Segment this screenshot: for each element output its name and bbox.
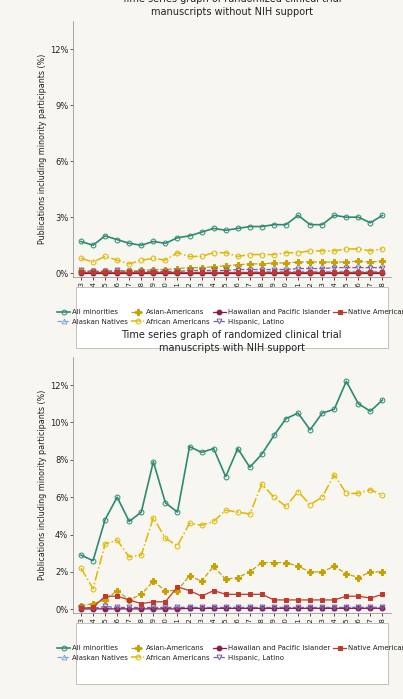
FancyBboxPatch shape bbox=[76, 287, 388, 347]
Y-axis label: Publications including minority participants (%): Publications including minority particip… bbox=[38, 54, 47, 244]
X-axis label: Year of publication: Year of publication bbox=[190, 638, 274, 647]
Title: Time series graph of randomized clinical trial
manuscripts without NIH support: Time series graph of randomized clinical… bbox=[121, 0, 342, 17]
Legend: All minorities, Alaskan Natives, Asian-Americans, African Americans, Hawaiian an: All minorities, Alaskan Natives, Asian-A… bbox=[55, 642, 403, 663]
Title: Time series graph of randomized clinical trial
manuscripts with NIH support: Time series graph of randomized clinical… bbox=[121, 330, 342, 354]
Y-axis label: Publications including minority participants (%): Publications including minority particip… bbox=[38, 390, 47, 580]
Legend: All minorities, Alaskan Natives, Asian-Americans, African Americans, Hawaiian an: All minorities, Alaskan Natives, Asian-A… bbox=[55, 306, 403, 328]
X-axis label: Year of publication: Year of publication bbox=[190, 302, 274, 311]
FancyBboxPatch shape bbox=[76, 623, 388, 684]
